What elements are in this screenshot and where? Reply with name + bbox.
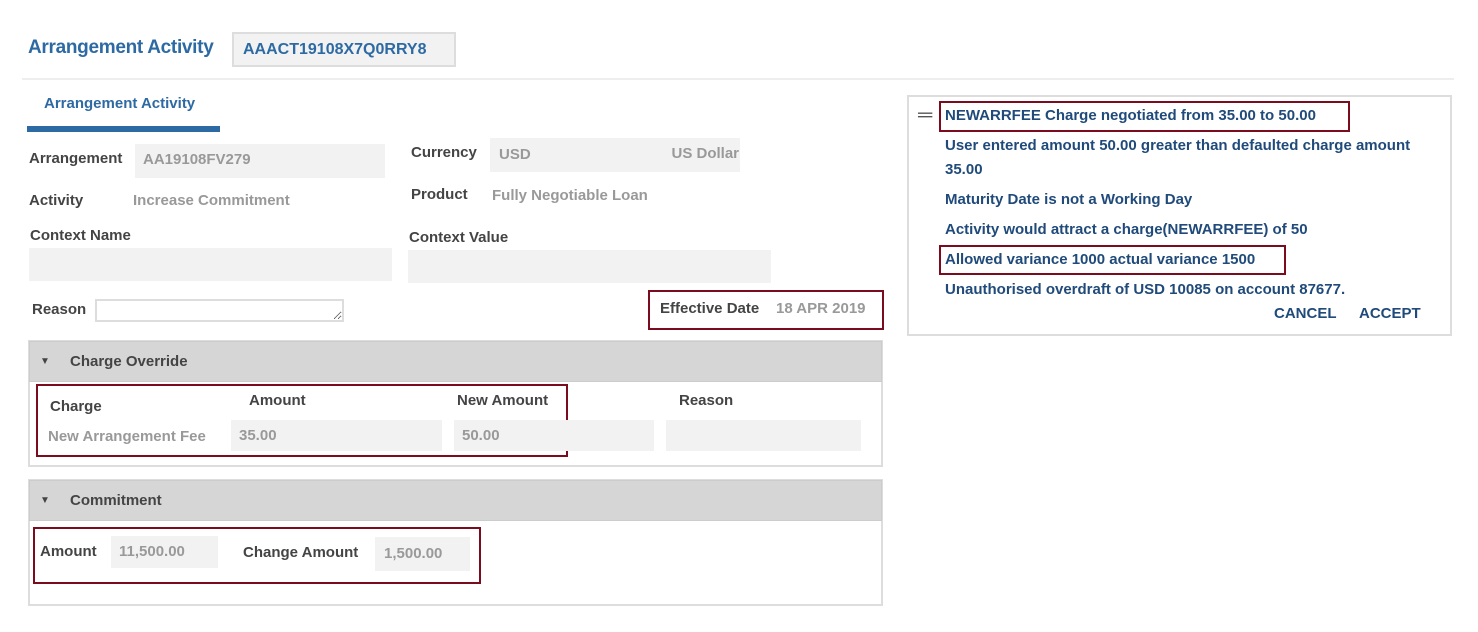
charge-header: Charge: [50, 398, 102, 415]
context-value-field[interactable]: [408, 250, 771, 283]
message-item: NEWARRFEE Charge negotiated from 35.00 t…: [945, 107, 1316, 124]
arrangement-field[interactable]: AA19108FV279: [135, 144, 385, 178]
context-name-field[interactable]: [29, 248, 392, 281]
charge-name: New Arrangement Fee: [48, 428, 206, 445]
commitment-highlight: [33, 527, 481, 584]
currency-label: Currency: [411, 144, 477, 161]
context-name-label: Context Name: [30, 227, 131, 244]
charge-override-header[interactable]: ▼ Charge Override: [29, 341, 882, 382]
message-item: Activity would attract a charge(NEWARRFE…: [945, 221, 1308, 238]
divider: [22, 78, 1454, 80]
product-label: Product: [411, 186, 468, 203]
new-amount-field[interactable]: 50.00: [454, 420, 654, 451]
message-item: 35.00: [945, 161, 983, 178]
charge-reason-field[interactable]: [666, 420, 861, 451]
collapse-triangle-icon: ▼: [40, 495, 50, 506]
effective-date-highlight: Effective Date 18 APR 2019: [648, 290, 884, 330]
currency-code: USD: [499, 146, 531, 163]
collapse-triangle-icon: ▼: [40, 356, 50, 367]
message-item: User entered amount 50.00 greater than d…: [945, 137, 1411, 154]
currency-name: US Dollar: [671, 145, 739, 162]
commitment-amount-field[interactable]: 11,500.00: [111, 536, 218, 568]
product-value: Fully Negotiable Loan: [492, 187, 648, 204]
effective-date-label: Effective Date: [660, 300, 760, 317]
new-amount-header: New Amount: [457, 392, 549, 409]
amount-header: Amount: [249, 392, 306, 409]
active-tab-indicator: [27, 126, 220, 132]
change-amount-label: Change Amount: [243, 544, 359, 561]
accept-button[interactable]: ACCEPT: [1359, 305, 1421, 322]
context-value-label: Context Value: [409, 229, 509, 246]
activity-id: AAACT19108X7Q0RRY8: [232, 32, 456, 67]
reason-label: Reason: [32, 301, 87, 318]
effective-date-value: 18 APR 2019: [776, 300, 866, 317]
change-amount-field[interactable]: 1,500.00: [375, 537, 470, 571]
message-item: Allowed variance 1000 actual variance 15…: [945, 251, 1256, 268]
override-messages-panel: [907, 95, 1452, 336]
section-title: Commitment: [70, 492, 162, 509]
arrangement-label: Arrangement: [29, 150, 123, 167]
activity-value: Increase Commitment: [133, 192, 290, 209]
commitment-amount-label: Amount: [40, 543, 97, 560]
message-item: Maturity Date is not a Working Day: [945, 191, 1193, 208]
message-highlight: [939, 245, 1286, 275]
commitment-header[interactable]: ▼ Commitment: [29, 480, 882, 521]
drag-handle-icon[interactable]: ═: [918, 104, 933, 126]
cancel-button[interactable]: CANCEL: [1274, 305, 1337, 322]
currency-field[interactable]: USD US Dollar: [490, 138, 740, 172]
message-item: Unauthorised overdraft of USD 10085 on a…: [945, 281, 1346, 298]
amount-field[interactable]: 35.00: [231, 420, 442, 451]
reason-input[interactable]: [95, 299, 344, 322]
page-title: Arrangement Activity: [28, 37, 214, 58]
tab-arrangement-activity[interactable]: Arrangement Activity: [44, 95, 196, 112]
message-highlight: [939, 101, 1350, 132]
section-title: Charge Override: [70, 353, 188, 370]
reason-header: Reason: [679, 392, 734, 409]
activity-label: Activity: [29, 192, 84, 209]
